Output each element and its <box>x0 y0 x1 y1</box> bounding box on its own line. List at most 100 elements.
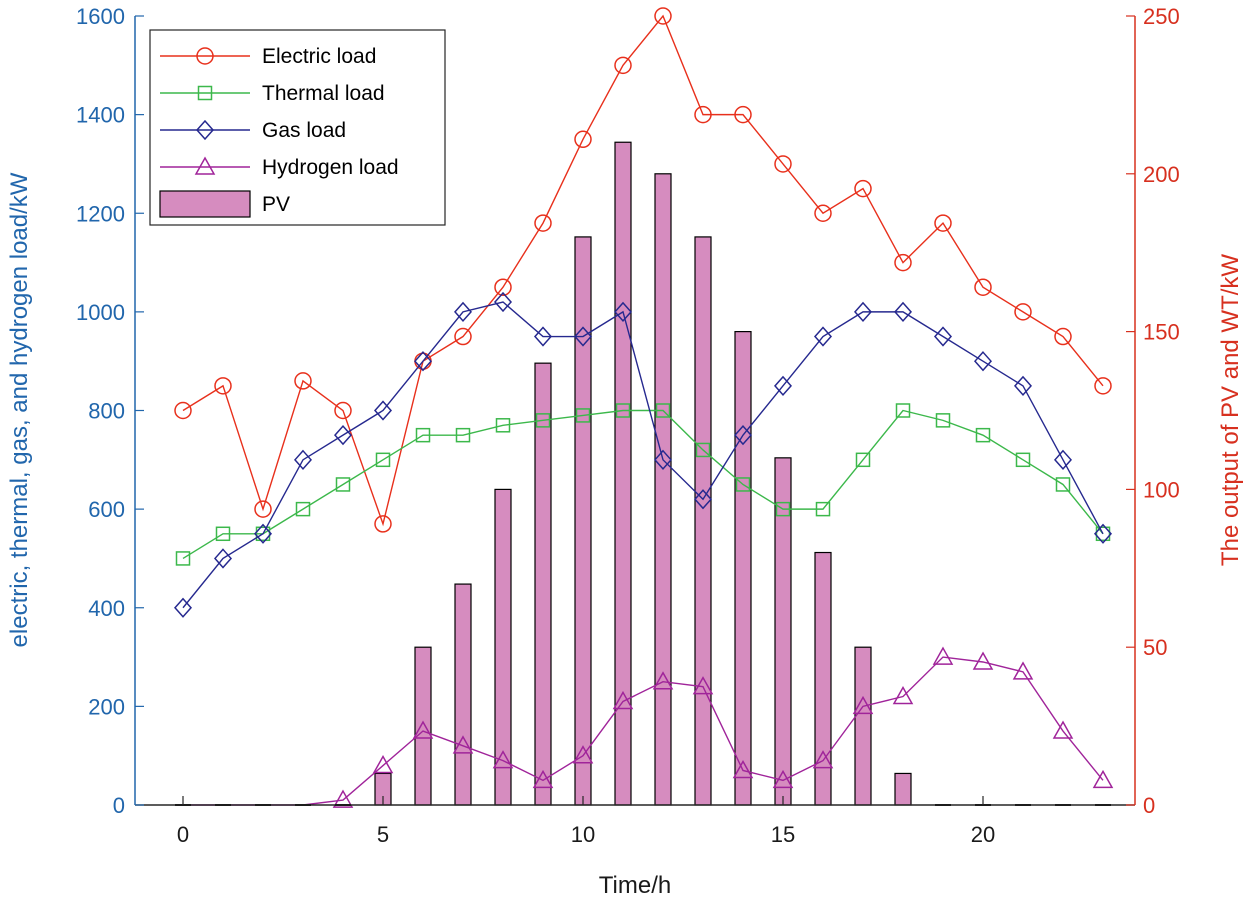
gas-load-point <box>613 301 633 323</box>
hydrogen-load-point <box>772 769 794 789</box>
legend-swatch-pv <box>159 190 251 218</box>
gas-load-point <box>533 326 553 347</box>
gas-load-point <box>1053 449 1073 470</box>
gas-load-point <box>933 326 953 347</box>
right-tick-label: 200 <box>1143 162 1180 187</box>
x-tick-label: 5 <box>377 822 389 847</box>
x-axis-title: Time/h <box>599 872 671 899</box>
gas-load-point <box>253 523 273 544</box>
gas-load-line <box>182 301 1104 609</box>
gas-load-point <box>813 326 833 347</box>
hydrogen-load-point <box>852 695 874 715</box>
left-tick-label: 600 <box>88 497 125 522</box>
hydrogen-load-point <box>492 750 514 769</box>
gas-load-point <box>1013 375 1033 396</box>
gas-load-point <box>373 400 393 421</box>
gas-load-point <box>213 548 233 569</box>
hydrogen-load-point <box>1012 661 1034 680</box>
electric-load-point <box>254 500 272 518</box>
electric-load-point <box>1094 377 1112 395</box>
pv-bar <box>494 488 512 806</box>
thermal-load-point <box>335 477 351 492</box>
pv-bar <box>454 583 472 806</box>
electric-load-point <box>774 155 792 173</box>
thermal-load-point <box>895 403 911 418</box>
thermal-load-point <box>255 526 271 542</box>
legend-label-thermal-load: Thermal load <box>262 82 385 105</box>
right-tick-label: 100 <box>1143 477 1180 502</box>
electric-load-point <box>494 278 512 296</box>
thermal-load-point <box>415 427 431 443</box>
left-tick-label: 1400 <box>76 103 125 128</box>
electric-load-point <box>814 204 832 222</box>
hydrogen-load-point <box>1052 720 1074 739</box>
electric-load-point <box>374 515 392 533</box>
pv-bar <box>534 362 552 806</box>
hydrogen-load-point <box>532 769 554 789</box>
legend-marker-gas-load <box>195 119 215 141</box>
thermal-load-point <box>295 501 311 517</box>
legend-items: Electric load Thermal load Gas load Hydroge… <box>159 45 399 218</box>
thermal-load-point <box>775 501 791 517</box>
left-tick-label: 800 <box>88 399 125 424</box>
gas-load-point <box>453 301 473 323</box>
electric-load-point <box>1054 327 1072 346</box>
thermal-load-point <box>1095 526 1111 542</box>
left-tick-label: 1000 <box>76 300 125 325</box>
gas-load-point <box>653 449 673 470</box>
electric-load-point <box>1014 303 1032 321</box>
thermal-load-point <box>695 442 711 458</box>
electric-load-point <box>294 372 312 390</box>
pv-bar <box>774 457 792 806</box>
legend-label-hydrogen-load: Hydrogen load <box>262 156 399 179</box>
right-axis-title: The output of PV and WT/kW <box>1217 254 1244 566</box>
thermal-load-point <box>175 551 191 566</box>
hydrogen-load-point <box>572 745 594 764</box>
gas-load-point <box>413 351 433 372</box>
hydrogen-load-point <box>972 651 994 670</box>
left-tick-label: 200 <box>88 694 125 719</box>
left-tick-label: 400 <box>88 596 125 621</box>
gas-load-point <box>493 291 513 313</box>
x-tick-label: 15 <box>771 822 795 847</box>
hydrogen-load-point <box>452 735 474 754</box>
gas-load-point <box>693 489 713 510</box>
hydrogen-load-point <box>612 690 634 710</box>
thermal-load-point <box>455 427 471 443</box>
electric-load-point <box>574 130 592 149</box>
pv-bar <box>574 236 592 806</box>
thermal-load-point <box>935 413 951 428</box>
electric-load-point <box>614 56 632 75</box>
thermal-load-point <box>855 452 871 468</box>
thermal-load-point <box>495 418 511 433</box>
pv-bar <box>734 331 752 806</box>
gas-load-point <box>733 425 753 446</box>
thermal-load-point <box>1015 452 1031 468</box>
electric-load-point <box>974 278 992 296</box>
left-axis-title: electric, thermal, gas, and hydrogen loa… <box>6 172 33 647</box>
hydrogen-load-point <box>332 789 354 808</box>
thermal-load-point <box>1055 477 1071 492</box>
electric-load-point <box>214 377 232 395</box>
hydrogen-load-line <box>183 656 1104 806</box>
left-tick-label: 1600 <box>76 4 125 29</box>
pv-bar <box>894 772 912 806</box>
thermal-load-point <box>375 452 391 468</box>
thermal-load-point <box>535 413 551 428</box>
thermal-load-point <box>735 477 751 492</box>
hydrogen-load-point <box>932 646 954 665</box>
hydrogen-load-point <box>652 671 674 690</box>
x-tick-label: 0 <box>177 822 189 847</box>
legend-marker-electric-load <box>196 47 214 65</box>
electric-load-point <box>454 327 472 346</box>
gas-load-point <box>573 326 593 347</box>
hydrogen-load-point <box>412 720 434 739</box>
hydrogen-load-point <box>1092 769 1114 789</box>
thermal-load-point <box>815 501 831 517</box>
hydrogen-load-point <box>372 755 394 774</box>
electric-load-point <box>174 401 192 420</box>
left-tick-label: 1200 <box>76 201 125 226</box>
legend-label-pv: PV <box>262 193 290 216</box>
series-lines-layer <box>173 7 1114 808</box>
